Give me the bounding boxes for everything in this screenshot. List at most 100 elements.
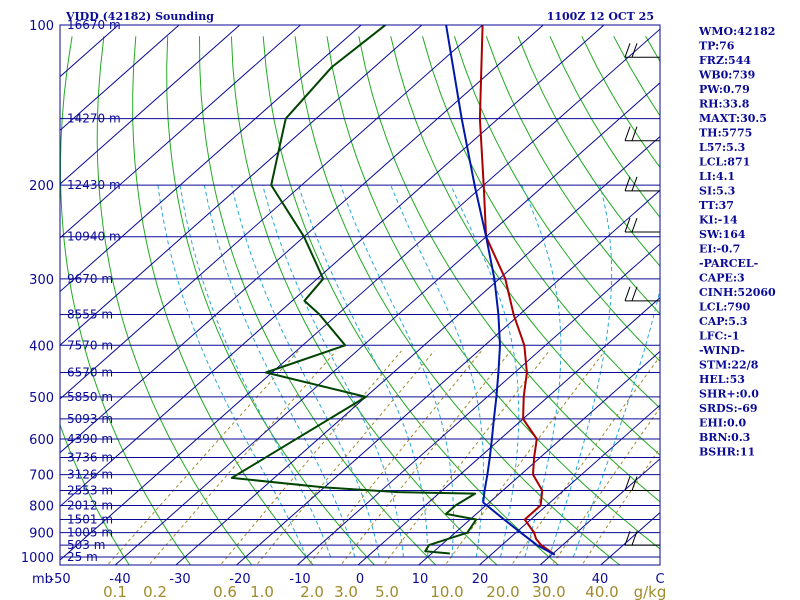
height-label: 1501 m — [67, 512, 113, 526]
index-value: RH:33.8 — [699, 98, 750, 111]
dry-adiabat-line — [326, 36, 660, 550]
index-value: EI:-0.7 — [699, 243, 740, 256]
index-value: TH:5775 — [699, 127, 752, 140]
temperature-tick-label: 20 — [472, 572, 489, 587]
isotherms — [60, 25, 660, 565]
temperature-tick-label: -10 — [289, 572, 310, 587]
mixing-ratio-line — [148, 350, 337, 565]
index-value: WMO:42182 — [698, 25, 775, 38]
temperature-tick-label: 30 — [532, 572, 549, 587]
mixing-ratio-label: 40.0 — [585, 583, 618, 600]
pressure-tick-label: 500 — [29, 391, 54, 406]
index-value: HEL:53 — [699, 373, 745, 386]
temperature-tick-label: 40 — [592, 572, 609, 587]
isotherm-line — [357, 297, 660, 565]
dry-adiabat-line — [60, 423, 130, 565]
temperature-tick-label: 0 — [356, 572, 364, 587]
wind-barb — [624, 530, 660, 546]
index-value: LI:4.1 — [699, 170, 735, 183]
temperature-profile-line — [478, 25, 556, 556]
parcel-profile-line — [445, 25, 556, 556]
index-value: BSHR:11 — [699, 446, 755, 459]
moist-adiabat-line — [179, 185, 332, 558]
isotherm-line — [235, 189, 660, 565]
dry-adiabat-line — [60, 36, 192, 565]
index-value: PW:0.79 — [699, 83, 750, 96]
wind-barb — [624, 476, 660, 492]
wind-barb — [624, 176, 660, 192]
index-value: KI:-14 — [699, 214, 738, 227]
isotherm-line — [296, 243, 660, 565]
mixing-ratio-lines — [106, 350, 660, 565]
mixing-ratio-label: 10.0 — [430, 583, 463, 600]
index-value: TT:37 — [699, 199, 734, 212]
wind-barb — [624, 43, 660, 58]
dry-adiabat-line — [485, 36, 660, 315]
pressure-tick-label: 100 — [29, 19, 54, 34]
isotherm-line — [175, 135, 660, 565]
height-label: 3126 m — [67, 468, 113, 482]
mixing-ratio-line — [510, 355, 660, 565]
moist-adiabat-line — [548, 184, 613, 558]
dry-adiabat-line — [230, 36, 498, 565]
height-label: 25 m — [67, 550, 98, 564]
mixing-ratio-line — [255, 350, 435, 565]
index-value: LCL:790 — [699, 301, 751, 314]
moist-adiabat-line — [157, 185, 307, 558]
dry-adiabat-line — [422, 36, 660, 409]
height-label: 9670 m — [67, 272, 113, 286]
height-label: 12430 m — [67, 178, 121, 192]
sounding-profiles — [230, 25, 556, 556]
height-label: 6570 m — [67, 366, 113, 380]
mixing-ratio-label: 3.0 — [334, 583, 358, 600]
sounding-time: 1100Z 12 OCT 25 — [547, 10, 654, 23]
wind-barb — [624, 286, 660, 302]
dewpoint-profile-line — [230, 25, 478, 555]
index-value: -PARCEL- — [699, 257, 758, 270]
temperature-tick-label: C — [655, 572, 664, 587]
pressure-tick-label: 200 — [29, 179, 54, 194]
index-value: EHI:0.0 — [699, 417, 746, 430]
pressure-tick-label: 800 — [29, 499, 54, 514]
mixing-ratio-label: 1.0 — [250, 583, 274, 600]
isotherm-line — [60, 25, 484, 400]
temperature-tick-label: -40 — [109, 572, 130, 587]
isotherm-line — [478, 404, 660, 565]
isotherm-line — [417, 350, 660, 565]
index-value: CAP:5.3 — [699, 315, 747, 328]
temperature-tick-label: -30 — [169, 572, 190, 587]
pressure-tick-label: 1000 — [21, 551, 54, 566]
height-label: 14270 m — [67, 112, 121, 126]
isotherm-line — [60, 25, 605, 508]
temperature-tick-label: -50 — [49, 572, 70, 587]
index-value: STM:22/8 — [699, 359, 759, 372]
mixing-ratio-label: 0.2 — [143, 583, 167, 600]
mixing-ratio-line — [444, 350, 606, 565]
wind-barb — [624, 217, 660, 233]
index-value: LCL:871 — [699, 156, 750, 169]
mixing-ratio-label: 0.6 — [213, 583, 237, 600]
pressure-tick-label: 600 — [29, 433, 54, 448]
moist-adiabat-line — [390, 184, 484, 558]
isotherm-line — [60, 25, 241, 185]
mixing-ratio-label: 5.0 — [375, 583, 399, 600]
index-value: SW:164 — [699, 228, 746, 241]
temperature-tick-label: 10 — [412, 572, 429, 587]
pressure-tick-label: 700 — [29, 469, 54, 484]
index-value: SI:5.3 — [699, 185, 735, 198]
plot-frame — [59, 24, 661, 566]
mixing-ratio-label: 0.1 — [103, 583, 127, 600]
index-value: BRN:0.3 — [699, 431, 750, 444]
mixing-ratio-label: 2.0 — [300, 583, 324, 600]
sounding-title: VIDD (42182) Sounding — [65, 10, 214, 23]
index-value: FRZ:544 — [699, 54, 751, 67]
wind-barbs — [624, 43, 660, 546]
height-label: 503 m — [67, 538, 105, 552]
height-label: 7570 m — [67, 338, 113, 352]
index-value: WB0:739 — [698, 69, 755, 82]
index-value: CINH:52060 — [699, 286, 776, 299]
index-value: MAXT:30.5 — [699, 112, 767, 125]
pressure-tick-label: 300 — [29, 273, 54, 288]
height-label: 8555 m — [67, 307, 113, 321]
